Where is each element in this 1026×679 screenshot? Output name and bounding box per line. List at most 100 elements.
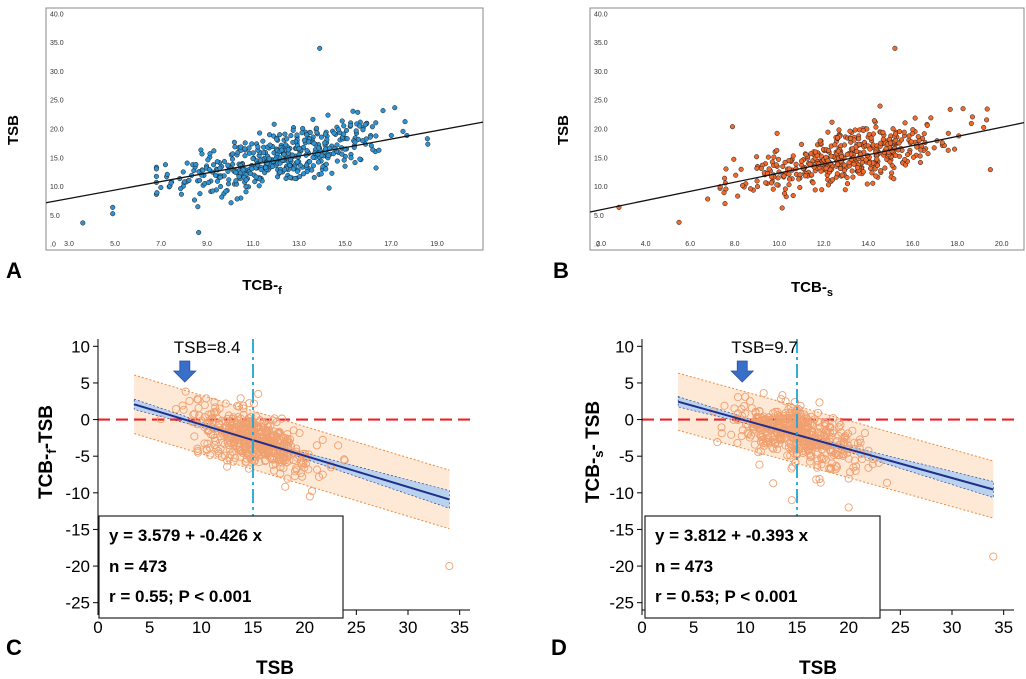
data-point [893, 152, 899, 158]
data-point [844, 175, 850, 181]
data-point [790, 420, 799, 429]
data-point [425, 141, 431, 147]
data-point [758, 432, 767, 441]
data-point [164, 171, 170, 177]
data-point [794, 443, 803, 452]
data-point [733, 172, 739, 178]
x-tick-label: 35 [450, 618, 469, 637]
data-point [323, 166, 329, 172]
y-tick-label: 10 [71, 337, 90, 356]
x-tick-label: 15 [244, 618, 263, 637]
data-point [290, 166, 296, 172]
data-point [299, 458, 308, 468]
data-point [848, 135, 854, 142]
data-point [775, 412, 784, 421]
y-tick-label: 5.0 [594, 213, 604, 220]
data-point [852, 462, 861, 471]
data-point [781, 190, 788, 197]
data-point [257, 130, 263, 136]
y-tick-label: -20 [65, 557, 90, 576]
data-point [318, 435, 327, 444]
x-axis-label: TSB [799, 658, 837, 679]
y-tick-label: -5 [75, 447, 90, 466]
data-point [833, 450, 842, 460]
data-point [273, 451, 282, 460]
data-point [774, 439, 783, 448]
data-point [775, 156, 782, 162]
data-point [304, 132, 310, 138]
data-point [156, 414, 165, 424]
data-point [773, 445, 782, 454]
data-point [242, 140, 248, 146]
data-point [779, 205, 785, 211]
data-point [846, 468, 855, 477]
data-point [360, 138, 366, 144]
data-point [305, 492, 314, 501]
data-point [211, 436, 220, 445]
x-tick-label: 20 [295, 618, 314, 637]
data-point [731, 156, 737, 162]
data-point [281, 151, 287, 157]
stats-r: r = 0.53; P < 0.001 [655, 587, 797, 606]
data-point [325, 112, 331, 118]
data-point [786, 402, 795, 411]
data-point [340, 455, 349, 464]
data-point [360, 127, 366, 133]
data-point [836, 127, 842, 133]
data-point [283, 142, 289, 148]
data-point [195, 204, 201, 210]
data-point [246, 145, 252, 151]
data-point [233, 178, 239, 184]
data-point [755, 406, 764, 416]
data-point [214, 418, 223, 428]
y-axis-label-sub: s [591, 450, 606, 457]
data-point [206, 451, 215, 460]
x-axis-label-sub: s [827, 287, 833, 299]
plot-frame [589, 7, 1025, 251]
data-point [794, 437, 803, 446]
x-axis-label: TSB [256, 658, 294, 679]
x-tick-label: 15.0 [338, 241, 352, 248]
x-tick-label: 12.0 [817, 241, 831, 248]
data-point [819, 454, 828, 463]
data-point [757, 413, 766, 423]
data-point [754, 165, 760, 171]
data-point [828, 446, 838, 455]
data-point [786, 176, 793, 182]
x-tick-label: 0 [637, 618, 646, 637]
panel-letter: B [553, 258, 569, 283]
y-tick-label: -15 [609, 520, 634, 539]
data-point [194, 403, 203, 413]
data-point [758, 165, 764, 171]
data-point [769, 180, 775, 186]
data-point [786, 182, 792, 188]
data-point [826, 447, 835, 457]
panel-a: .0 5.0 10.0 15.0 20.0 25.0 30.0 35.0 40.0 3.0 5.0 7… [5, 7, 484, 297]
data-point [864, 452, 873, 461]
data-point [817, 138, 823, 144]
data-point [263, 434, 272, 443]
y-tick-label: -15 [65, 520, 90, 539]
x-tick-label: 6.0 [685, 241, 695, 248]
data-point [740, 182, 746, 189]
y-tick-label: 20.0 [594, 127, 608, 134]
data-point [210, 188, 216, 194]
data-point [283, 430, 292, 439]
data-point [810, 415, 819, 424]
data-point [841, 142, 848, 148]
data-point [283, 474, 292, 483]
data-point [202, 394, 211, 403]
data-point [939, 140, 945, 146]
data-point [322, 131, 328, 137]
data-point [236, 452, 245, 461]
data-point [400, 128, 406, 134]
data-point [207, 409, 216, 418]
data-point [296, 146, 302, 152]
data-point [890, 126, 896, 132]
data-point [924, 122, 930, 128]
data-point [255, 144, 261, 150]
data-point [281, 482, 290, 491]
data-point [211, 148, 217, 154]
data-point [917, 153, 923, 159]
data-point [276, 462, 285, 472]
